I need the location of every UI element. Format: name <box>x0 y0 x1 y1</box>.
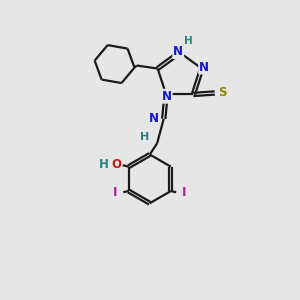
Text: H: H <box>184 36 193 46</box>
Text: N: N <box>162 90 172 103</box>
Text: H: H <box>98 158 108 171</box>
Text: I: I <box>182 186 186 199</box>
Text: H: H <box>140 132 149 142</box>
Text: N: N <box>149 112 159 125</box>
Text: N: N <box>173 45 183 58</box>
Text: I: I <box>113 186 118 199</box>
Text: S: S <box>218 86 226 100</box>
Text: N: N <box>199 61 209 74</box>
Text: O: O <box>111 158 121 171</box>
